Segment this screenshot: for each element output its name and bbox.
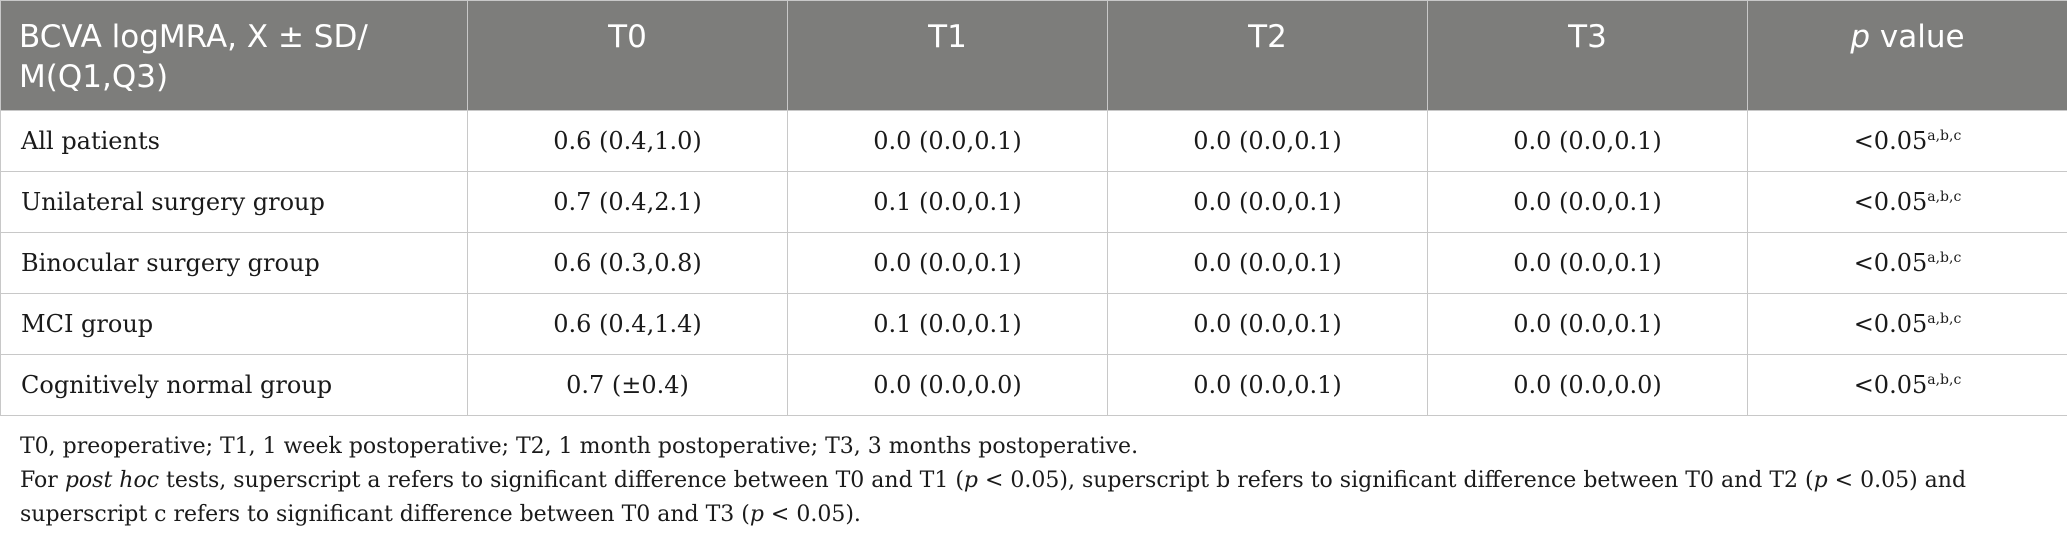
cell-t2: 0.0 (0.0,0.1) — [1107, 232, 1428, 294]
cell-t3: 0.0 (0.0,0.1) — [1427, 293, 1748, 355]
header-t2: T2 — [1107, 0, 1428, 111]
table-row: Unilateral surgery group 0.7 (0.4,2.1) 0… — [0, 171, 2067, 233]
cell-p-value: <0.05a,b,c — [1747, 110, 2067, 172]
header-t3: T3 — [1427, 0, 1748, 111]
table-row: Binocular surgery group 0.6 (0.3,0.8) 0.… — [0, 232, 2067, 294]
p-value-superscript: a,b,c — [1927, 128, 1962, 144]
cell-p-value: <0.05a,b,c — [1747, 171, 2067, 233]
cell-t2: 0.0 (0.0,0.1) — [1107, 171, 1428, 233]
row-label: Cognitively normal group — [0, 354, 468, 416]
cell-t3: 0.0 (0.0,0.1) — [1427, 171, 1748, 233]
header-p-rest: value — [1870, 19, 1965, 55]
cell-t0: 0.7 (±0.4) — [467, 354, 788, 416]
footnote-abbreviations: T0, preoperative; T1, 1 week postoperati… — [20, 434, 1139, 459]
p-value-text: <0.05 — [1853, 188, 1928, 216]
footnote-text: < 0.05) and superscript c refers to sign… — [20, 468, 1967, 527]
cell-t0: 0.6 (0.4,1.4) — [467, 293, 788, 355]
table-footnotes: T0, preoperative; T1, 1 week postoperati… — [20, 430, 2050, 532]
cell-t0: 0.6 (0.4,1.0) — [467, 110, 788, 172]
p-value-text: <0.05 — [1853, 127, 1928, 155]
cell-t3: 0.0 (0.0,0.0) — [1427, 354, 1748, 416]
p-value-text: <0.05 — [1853, 371, 1928, 399]
footnote-italic-p: p — [749, 502, 764, 527]
footnote-italic-p: p — [963, 468, 978, 493]
bcva-table: BCVA logMRA, X ± SD/ M(Q1,Q3) T0 T1 T2 T… — [0, 0, 2067, 416]
header-p-italic: p — [1850, 19, 1871, 55]
cell-t2: 0.0 (0.0,0.1) — [1107, 110, 1428, 172]
cell-t0: 0.7 (0.4,2.1) — [467, 171, 788, 233]
footnote-text: tests, superscript a refers to significa… — [159, 468, 964, 493]
cell-t1: 0.0 (0.0,0.0) — [787, 354, 1108, 416]
cell-t0: 0.6 (0.3,0.8) — [467, 232, 788, 294]
row-label: MCI group — [0, 293, 468, 355]
row-label: Binocular surgery group — [0, 232, 468, 294]
cell-p-value: <0.05a,b,c — [1747, 293, 2067, 355]
cell-p-value: <0.05a,b,c — [1747, 232, 2067, 294]
header-label: BCVA logMRA, X ± SD/ M(Q1,Q3) — [0, 0, 468, 111]
footnote-post-hoc: For post hoc tests, superscript a refers… — [20, 464, 2050, 532]
header-t1: T1 — [787, 0, 1108, 111]
cell-t2: 0.0 (0.0,0.1) — [1107, 354, 1428, 416]
cell-p-value: <0.05a,b,c — [1747, 354, 2067, 416]
cell-t2: 0.0 (0.0,0.1) — [1107, 293, 1428, 355]
table-row: All patients 0.6 (0.4,1.0) 0.0 (0.0,0.1)… — [0, 110, 2067, 172]
p-value-superscript: a,b,c — [1927, 372, 1962, 388]
row-label: Unilateral surgery group — [0, 171, 468, 233]
cell-t1: 0.0 (0.0,0.1) — [787, 232, 1108, 294]
p-value-text: <0.05 — [1853, 249, 1928, 277]
p-value-superscript: a,b,c — [1927, 189, 1962, 205]
cell-t3: 0.0 (0.0,0.1) — [1427, 232, 1748, 294]
p-value-superscript: a,b,c — [1927, 250, 1962, 266]
table-row: Cognitively normal group 0.7 (±0.4) 0.0 … — [0, 354, 2067, 416]
p-value-superscript: a,b,c — [1927, 311, 1962, 327]
p-value-text: <0.05 — [1853, 310, 1928, 338]
footnote-text: < 0.05), superscript b refers to signifi… — [978, 468, 1814, 493]
header-row: BCVA logMRA, X ± SD/ M(Q1,Q3) T0 T1 T2 T… — [0, 0, 2067, 111]
footnote-italic-text: post hoc — [64, 468, 160, 493]
cell-t1: 0.0 (0.0,0.1) — [787, 110, 1108, 172]
row-label: All patients — [0, 110, 468, 172]
header-p-value: p value — [1747, 0, 2067, 111]
cell-t1: 0.1 (0.0,0.1) — [787, 293, 1108, 355]
cell-t1: 0.1 (0.0,0.1) — [787, 171, 1108, 233]
table-row: MCI group 0.6 (0.4,1.4) 0.1 (0.0,0.1) 0.… — [0, 293, 2067, 355]
footnote-italic-p: p — [1813, 468, 1828, 493]
footnote-text: For — [20, 468, 65, 493]
footnote-text: < 0.05). — [763, 502, 861, 527]
header-t0: T0 — [467, 0, 788, 111]
cell-t3: 0.0 (0.0,0.1) — [1427, 110, 1748, 172]
